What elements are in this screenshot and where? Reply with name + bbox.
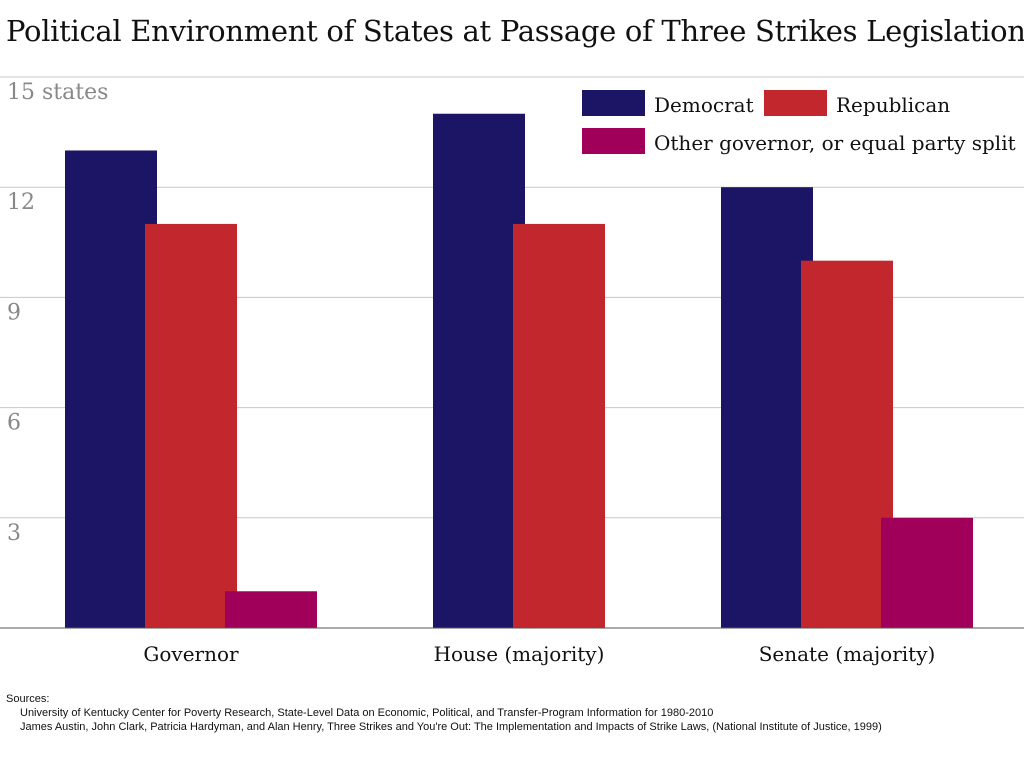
legend-swatch [764,90,827,116]
bar-republican [801,260,893,628]
legend-swatch [582,90,645,116]
y-tick-label: 12 [7,190,35,215]
y-tick-label: 6 [7,411,21,436]
bar-other [881,517,973,628]
legend-label: Republican [836,93,950,117]
chart-title: Political Environment of States at Passa… [6,14,1024,48]
x-tick-label: Governor [143,642,239,666]
y-tick-label: 9 [7,300,21,325]
legend-label: Other governor, or equal party split [654,131,1016,155]
source-line: University of Kentucky Center for Povert… [20,707,714,719]
y-tick-label: 3 [7,521,21,546]
x-tick-label: House (majority) [434,642,605,666]
bar-republican [145,223,237,628]
y-tick-label: 15 states [7,80,108,105]
bar-republican [513,223,605,628]
sources-heading: Sources: [6,693,50,705]
legend-label: Democrat [654,93,754,117]
bar-democrat [433,113,525,628]
bar-other [225,591,317,628]
bar-democrat [721,187,813,628]
source-line: James Austin, John Clark, Patricia Hardy… [20,721,882,733]
legend-swatch [582,128,645,154]
x-tick-label: Senate (majority) [759,642,936,666]
sources: Sources: University of Kentucky Center f… [6,692,882,734]
bar-democrat [65,150,157,628]
